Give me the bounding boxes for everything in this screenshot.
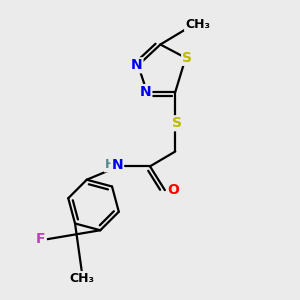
- Text: H: H: [105, 158, 115, 171]
- Text: N: N: [131, 58, 142, 72]
- Text: CH₃: CH₃: [185, 18, 210, 31]
- Text: F: F: [36, 232, 46, 246]
- Text: S: S: [182, 51, 192, 65]
- Text: S: S: [172, 116, 182, 130]
- Text: N: N: [112, 158, 123, 172]
- Text: CH₃: CH₃: [69, 272, 94, 285]
- Text: N: N: [140, 85, 152, 99]
- Text: O: O: [167, 183, 179, 197]
